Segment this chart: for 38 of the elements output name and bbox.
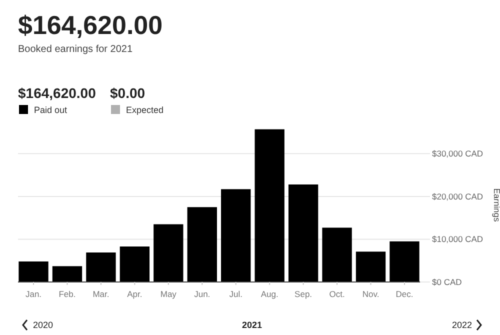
x-tick-label: Aug. — [260, 289, 278, 299]
x-tick-label: Mar. — [92, 289, 110, 299]
bar — [254, 129, 284, 282]
bar — [187, 207, 217, 282]
x-tick-label: Oct. — [329, 289, 345, 299]
y-tick-label: $0 CAD — [432, 277, 462, 287]
bar — [86, 252, 116, 282]
text: $0.00 — [110, 85, 146, 101]
y-tick-label: $20,000 CAD — [432, 191, 484, 202]
bar — [154, 224, 184, 282]
bar — [390, 241, 420, 282]
legend-label: Expected — [126, 105, 164, 115]
text: 2022 — [452, 320, 472, 330]
bar — [322, 228, 352, 282]
legend-label: Paid out — [34, 105, 68, 115]
y-tick-label: $10,000 CAD — [432, 234, 484, 244]
bar — [120, 246, 150, 282]
text: $164,620.00 — [18, 85, 96, 101]
x-tick-label: Feb. — [58, 289, 76, 299]
bar — [52, 266, 82, 282]
y-tick-label: $30,000 CAD — [432, 148, 484, 159]
x-tick-label: Sep. — [294, 289, 312, 299]
bar — [288, 184, 318, 282]
y-axis-title: Earnings — [492, 188, 500, 222]
x-tick-label: Jul. — [229, 289, 242, 299]
x-tick-label: Jan. — [25, 289, 42, 299]
x-tick-label: Nov. — [362, 289, 380, 299]
text: 2021 — [242, 320, 262, 330]
bar — [221, 189, 251, 282]
chart-subtitle: Booked earnings for 2021 — [18, 44, 133, 55]
text: 2020 — [33, 320, 54, 330]
x-tick-label: Dec. — [396, 289, 414, 299]
x-tick-label: Jun. — [194, 289, 210, 299]
chart-title: $164,620.00 — [18, 10, 163, 40]
x-tick-label: May — [160, 289, 178, 299]
bar — [18, 261, 48, 282]
x-tick-label: Apr. — [127, 289, 142, 299]
bar — [356, 252, 386, 282]
